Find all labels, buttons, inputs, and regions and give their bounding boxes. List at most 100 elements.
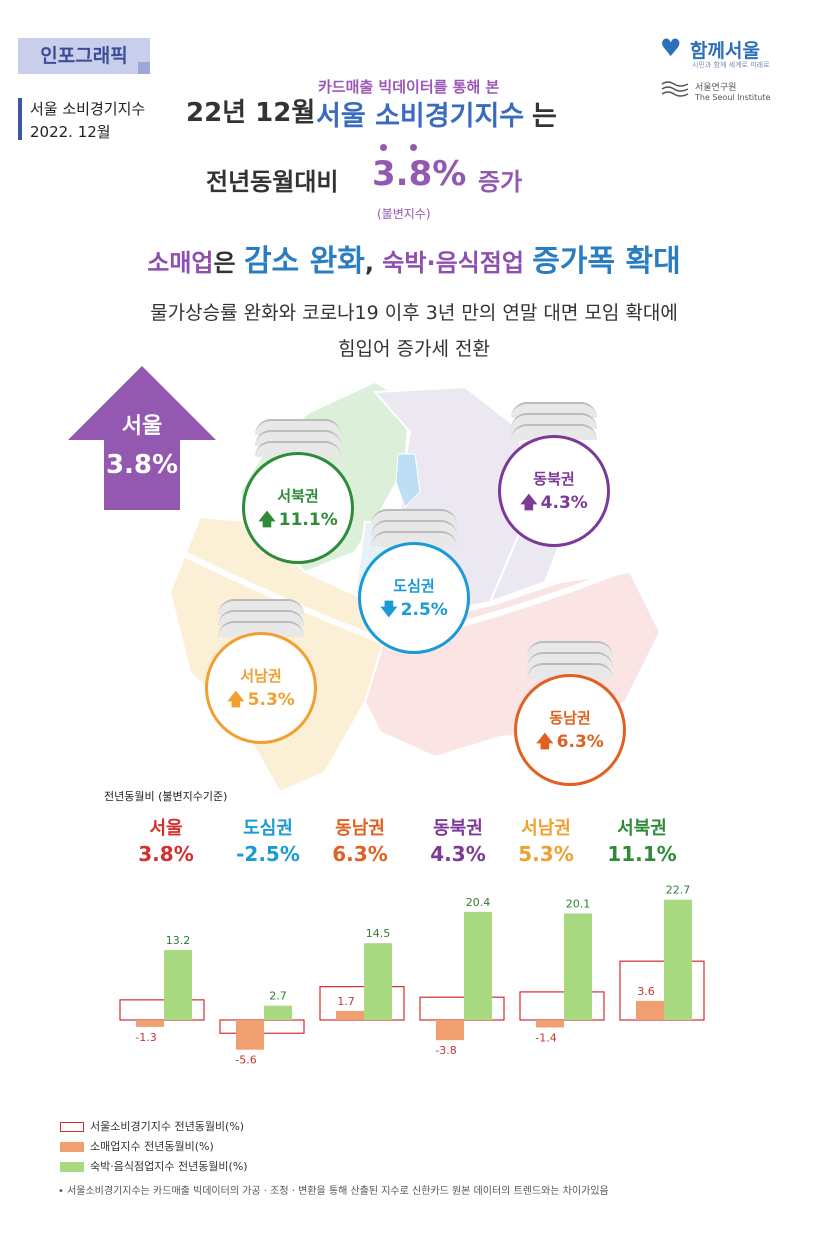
region-value-text: 6.3% bbox=[556, 732, 604, 752]
seoul-value: 3.8% bbox=[105, 450, 179, 480]
institute-name-kr: 서울연구원 bbox=[695, 83, 737, 93]
label-retail: -3.8 bbox=[435, 1044, 456, 1057]
stat-name: 서남권 bbox=[521, 818, 571, 839]
stat-name: 동북권 bbox=[433, 818, 483, 839]
side-accent-bar bbox=[18, 98, 22, 140]
headline-value: 3.8% bbox=[372, 154, 467, 194]
region-name: 동북권 bbox=[533, 470, 575, 488]
region-value: 🡅 4.3% bbox=[501, 490, 607, 519]
summary-line: 소매업은 감소 완화, 숙박·음식점업 증가폭 확대 bbox=[147, 244, 681, 279]
bar-retail bbox=[136, 1020, 164, 1027]
region-circle: 동남권 🡅 6.3% bbox=[514, 674, 626, 786]
label-food: 20.4 bbox=[466, 896, 491, 909]
bar-retail bbox=[236, 1020, 264, 1050]
side-date: 2022. 12월 bbox=[30, 123, 111, 141]
region-name: 도심권 bbox=[393, 577, 435, 595]
headline-particle: 는 bbox=[532, 101, 557, 132]
circle-stack-decoration bbox=[371, 531, 457, 547]
stat-value: 4.3% bbox=[430, 842, 486, 866]
circle-stack-decoration bbox=[527, 663, 613, 679]
stat-name: 동남권 bbox=[335, 818, 385, 839]
side-title: 서울 소비경기지수 bbox=[30, 100, 146, 118]
stats-title: 전년동월비 (불변지수기준) bbox=[104, 790, 228, 803]
legend-swatch-green bbox=[60, 1162, 84, 1172]
seoul-logo-text: 함께서울 bbox=[690, 40, 760, 62]
region-value: 🡇 2.5% bbox=[361, 597, 467, 626]
region-name: 서남권 bbox=[240, 667, 282, 685]
bar-food bbox=[264, 1005, 292, 1020]
bar-retail bbox=[536, 1020, 564, 1028]
arrow-down-icon: 🡇 bbox=[380, 600, 398, 620]
region-value: 🡅 11.1% bbox=[245, 507, 351, 536]
circle-stack-decoration bbox=[255, 441, 341, 457]
legend-retail: 소매업지수 전년동월비(%) bbox=[60, 1138, 214, 1154]
stat-value: 11.1% bbox=[607, 842, 677, 866]
description-line1: 물가상승률 완화와 코로나19 이후 3년 만의 연말 대면 모임 확대에 bbox=[150, 302, 678, 324]
label-retail: -1.3 bbox=[135, 1031, 156, 1044]
label-retail: 1.7 bbox=[337, 995, 355, 1008]
infographic-tag: 인포그래픽 bbox=[18, 38, 150, 74]
arrow-up-icon: 🡅 bbox=[258, 510, 276, 530]
arrow-up-icon: 🡅 bbox=[536, 732, 554, 752]
label-retail: 3.6 bbox=[637, 985, 655, 998]
seoul-up-arrow-icon bbox=[68, 366, 216, 510]
arrow-up-icon: 🡅 bbox=[520, 493, 538, 513]
bar-food bbox=[364, 943, 392, 1020]
stat-value: 3.8% bbox=[138, 842, 194, 866]
bar-retail bbox=[436, 1020, 464, 1041]
label-food: 22.7 bbox=[666, 884, 691, 897]
region-value: 🡅 6.3% bbox=[517, 729, 623, 758]
label-food: 2.7 bbox=[269, 990, 287, 1003]
heart-logo-icon: ♥ bbox=[660, 34, 682, 62]
stat-value: 5.3% bbox=[518, 842, 574, 866]
headline-note: (불변지수) bbox=[377, 207, 431, 221]
stat-value: -2.5% bbox=[236, 842, 300, 866]
legend-swatch-orange bbox=[60, 1142, 84, 1152]
bar-food bbox=[664, 899, 692, 1020]
stat-name: 서울 bbox=[149, 818, 183, 839]
legend-food: 숙박·음식점업지수 전년동월비(%) bbox=[60, 1158, 248, 1174]
label-food: 20.1 bbox=[566, 897, 591, 910]
region-circle: 서남권 🡅 5.3% bbox=[205, 632, 317, 744]
yoy-bar-chart: -1.3 13.2 -5.6 2.7 1.7 14.5 -3.8 20.4 -1.4 20.1 3.… bbox=[119, 884, 705, 1067]
label-food: 13.2 bbox=[166, 934, 191, 947]
stat-value: 6.3% bbox=[332, 842, 388, 866]
institute-name-en: The Seoul Institute bbox=[695, 93, 771, 102]
bar-food bbox=[564, 913, 592, 1020]
region-circle: 도심권 🡇 2.5% bbox=[358, 542, 470, 654]
label-retail: -5.6 bbox=[235, 1054, 256, 1067]
region-value-text: 4.3% bbox=[540, 493, 588, 513]
headline-period: 22년 12월 bbox=[186, 98, 316, 128]
label-food: 14.5 bbox=[366, 927, 391, 940]
seoul-logo-slogan: 시민과 함께 세계로 미래로 bbox=[692, 61, 770, 69]
emphasis-dot bbox=[380, 144, 387, 151]
region-name: 동남권 bbox=[549, 709, 591, 727]
arrow-up-icon: 🡅 bbox=[227, 690, 245, 710]
headline-main: 서울 소비경기지수 bbox=[316, 101, 525, 132]
compare-label: 전년동월대비 bbox=[206, 168, 339, 196]
stat-name: 서북권 bbox=[617, 818, 667, 839]
region-value: 🡅 5.3% bbox=[208, 687, 314, 716]
institute-logo-icon bbox=[661, 81, 689, 97]
region-circle: 서북권 🡅 11.1% bbox=[242, 452, 354, 564]
footnote: • 서울소비경기지수는 카드매출 빅데이터의 가공 · 조정 · 변환을 통해 … bbox=[58, 1186, 609, 1197]
region-value-text: 5.3% bbox=[247, 690, 295, 710]
headline-subtitle: 카드매출 빅데이터를 통해 본 bbox=[318, 78, 500, 96]
label-retail: -1.4 bbox=[535, 1031, 556, 1044]
region-name: 서북권 bbox=[277, 487, 319, 505]
legend-swatch-outline bbox=[60, 1122, 84, 1132]
bar-retail bbox=[636, 1000, 664, 1020]
emphasis-dot bbox=[410, 144, 417, 151]
region-value-text: 2.5% bbox=[400, 600, 448, 620]
stat-name: 도심권 bbox=[243, 818, 293, 839]
seoul-label: 서울 bbox=[121, 414, 163, 439]
circle-stack-decoration bbox=[218, 621, 304, 637]
bar-food bbox=[164, 950, 192, 1020]
bar-retail bbox=[336, 1010, 364, 1020]
legend-seoul-index: 서울소비경기지수 전년동월비(%) bbox=[60, 1118, 244, 1134]
circle-stack-decoration bbox=[511, 424, 597, 440]
region-circle: 동북권 🡅 4.3% bbox=[498, 435, 610, 547]
description-line2: 힘입어 증가세 전환 bbox=[338, 338, 490, 360]
tag-fold-decoration bbox=[138, 62, 150, 74]
region-value-text: 11.1% bbox=[278, 510, 338, 530]
